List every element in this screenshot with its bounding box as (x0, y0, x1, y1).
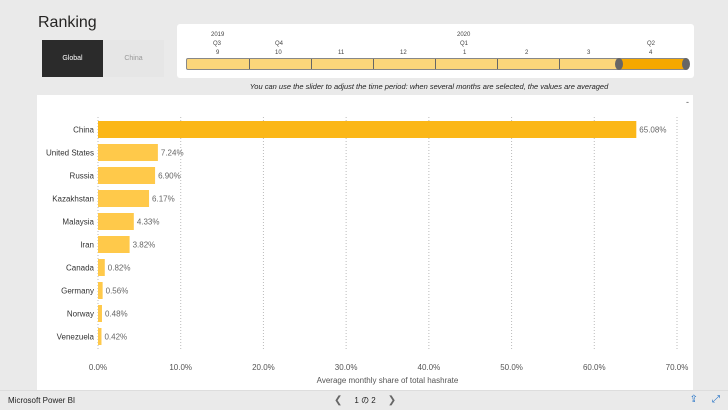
bar (98, 305, 102, 322)
category-label: Iran (80, 241, 94, 250)
data-label: 65.08% (639, 126, 666, 135)
month-divider (311, 59, 312, 69)
x-tick-label: 10.0% (169, 363, 192, 372)
category-label: Malaysia (62, 218, 94, 227)
month-divider (249, 59, 250, 69)
quarter-label-q1: Q1 (460, 41, 469, 47)
category-label: Kazakhstan (52, 195, 94, 204)
x-tick-label: 20.0% (252, 363, 275, 372)
data-label: 0.82% (108, 264, 131, 273)
footer-bar: Microsoft Power BI ❮ 1 の 2 ❯ ⇪ ⤢ (0, 390, 728, 410)
bar (98, 213, 134, 230)
year-label-2019: 2019 (211, 32, 225, 38)
bar (98, 282, 103, 299)
month-label-11: 11 (338, 50, 345, 56)
x-tick-label: 40.0% (418, 363, 441, 372)
category-label: Venezuela (57, 333, 95, 342)
month-label-1: 1 (463, 50, 467, 56)
x-tick-label: 70.0% (666, 363, 689, 372)
category-label: United States (46, 149, 94, 158)
page-title: Ranking (38, 14, 97, 31)
month-divider (373, 59, 374, 69)
more-options-icon[interactable]: - (686, 97, 689, 107)
slider-end-handle[interactable] (682, 58, 690, 70)
page-indicator: 1 の 2 (354, 396, 376, 405)
x-tick-label: 50.0% (500, 363, 523, 372)
share-icon[interactable]: ⇪ (689, 394, 698, 405)
month-label-12: 12 (400, 50, 407, 56)
x-axis-title: Average monthly share of total hashrate (317, 376, 459, 385)
next-page-icon[interactable]: ❯ (387, 395, 397, 406)
slider-selection[interactable] (620, 59, 686, 69)
slider-start-handle[interactable] (615, 58, 623, 70)
month-divider (497, 59, 498, 69)
fullscreen-icon[interactable]: ⤢ (712, 394, 720, 405)
category-label: Germany (61, 287, 94, 296)
month-label-4: 4 (649, 50, 653, 56)
page-navigator: ❮ 1 の 2 ❯ (334, 395, 396, 406)
bar (98, 144, 158, 161)
data-label: 0.48% (105, 310, 128, 319)
x-tick-label: 0.0% (89, 363, 107, 372)
app-name: Microsoft Power BI (8, 396, 76, 405)
category-label: China (73, 126, 94, 135)
category-label: Russia (70, 172, 95, 181)
quarter-label-q3: Q3 (213, 41, 222, 47)
data-label: 0.42% (104, 333, 127, 342)
category-label: Norway (67, 310, 94, 319)
bar (98, 167, 156, 184)
bar (98, 328, 102, 345)
data-label: 3.82% (133, 241, 156, 250)
month-label-9: 9 (216, 50, 220, 56)
prev-page-icon[interactable]: ❮ (334, 395, 343, 406)
data-label: 7.24% (161, 149, 184, 158)
data-label: 6.17% (152, 195, 175, 204)
region-toggle[interactable]: Global China (42, 40, 164, 77)
toggle-global-button[interactable]: Global (42, 40, 103, 77)
quarter-label-q2: Q2 (647, 41, 656, 47)
month-divider (435, 59, 436, 69)
toggle-china-button[interactable]: China (103, 40, 164, 77)
hashrate-bar-chart: 0.0% 10.0% 20.0% 30.0% 40.0% 50.0% 60.0% 70.0% C… (46, 117, 689, 385)
bar (98, 236, 130, 253)
bar (98, 259, 105, 276)
data-label: 6.90% (158, 172, 181, 181)
x-tick-label: 30.0% (335, 363, 358, 372)
x-tick-label: 60.0% (583, 363, 606, 372)
data-label: 4.33% (137, 218, 160, 227)
month-label-10: 10 (275, 50, 282, 56)
bar (98, 121, 637, 138)
quarter-label-q4: Q4 (275, 41, 284, 47)
month-label-2: 2 (525, 50, 529, 56)
category-label: Canada (66, 264, 95, 273)
slider-track[interactable] (186, 58, 687, 70)
chart-panel: - 0.0% 10.0% 20.0% 30.0% 40.0% 50.0% 60.0% 70.0… (37, 95, 693, 390)
slider-hint-text: You can use the slider to adjust the tim… (249, 82, 609, 91)
bar (98, 190, 150, 207)
month-label-3: 3 (587, 50, 591, 56)
data-label: 0.56% (106, 287, 129, 296)
time-slicer[interactable]: 2019 2020 Q3 Q4 Q1 Q2 9 10 11 12 1 2 3 4 (177, 24, 694, 78)
month-divider (559, 59, 560, 69)
year-label-2020: 2020 (457, 32, 471, 38)
